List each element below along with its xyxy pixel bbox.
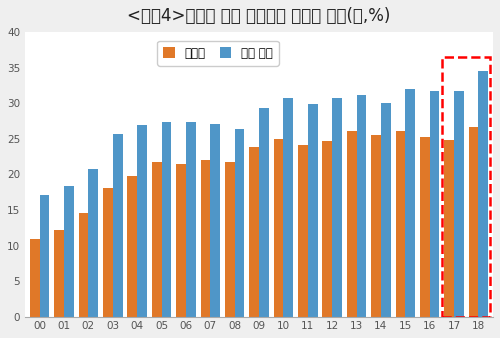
Bar [200, 160, 210, 317]
Bar [468, 127, 478, 317]
Bar [103, 188, 113, 317]
Bar [332, 98, 342, 317]
Legend: 대중국, 홍콩 포함: 대중국, 홍콩 포함 [158, 41, 278, 66]
Bar [322, 141, 332, 317]
Bar [64, 186, 74, 317]
Bar [234, 129, 244, 317]
Bar [250, 147, 259, 317]
Bar [152, 162, 162, 317]
Bar [371, 135, 381, 317]
Bar [225, 162, 234, 317]
Bar [128, 176, 137, 317]
Bar [176, 164, 186, 317]
Bar [88, 169, 98, 317]
Bar [210, 124, 220, 317]
Bar [30, 239, 40, 317]
Bar [40, 195, 50, 317]
Bar [162, 122, 172, 317]
Bar [444, 140, 454, 317]
Bar [420, 138, 430, 317]
Title: <그림4>한국의 전체 수쳙에서 대중국 비중(년,%): <그림4>한국의 전체 수쳙에서 대중국 비중(년,%) [128, 7, 390, 25]
Bar [274, 139, 283, 317]
Bar [186, 122, 196, 317]
Bar [454, 91, 464, 317]
Bar [430, 91, 440, 317]
Bar [78, 213, 88, 317]
Bar [396, 131, 406, 317]
Bar [54, 230, 64, 317]
Bar [406, 89, 415, 317]
Bar [259, 108, 269, 317]
Bar [284, 98, 293, 317]
Bar [478, 71, 488, 317]
Bar [347, 131, 356, 317]
Bar [113, 134, 122, 317]
Bar [356, 95, 366, 317]
Bar [308, 104, 318, 317]
Bar [137, 125, 147, 317]
Bar [381, 102, 390, 317]
Bar [298, 145, 308, 317]
